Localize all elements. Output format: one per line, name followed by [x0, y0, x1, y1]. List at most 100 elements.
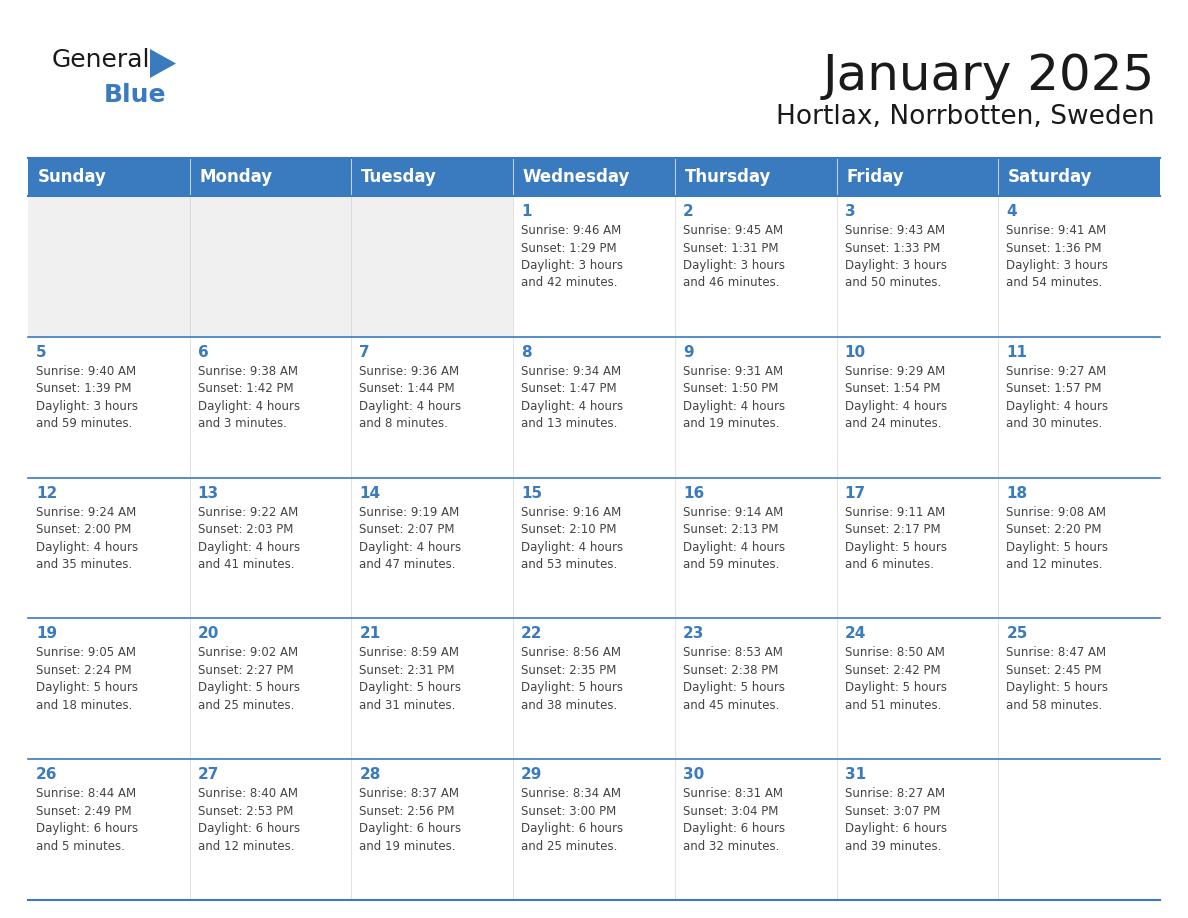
Text: 13: 13: [197, 486, 219, 500]
Bar: [998, 196, 1159, 337]
Text: 3: 3: [845, 204, 855, 219]
Bar: [190, 196, 352, 337]
Text: Friday: Friday: [846, 168, 904, 186]
Bar: [190, 759, 352, 900]
Text: 29: 29: [522, 767, 543, 782]
Text: Hortlax, Norrbotten, Sweden: Hortlax, Norrbotten, Sweden: [777, 104, 1155, 130]
Text: Sunrise: 9:31 AM
Sunset: 1:50 PM
Daylight: 4 hours
and 19 minutes.: Sunrise: 9:31 AM Sunset: 1:50 PM Dayligh…: [683, 364, 785, 431]
Bar: [352, 619, 513, 759]
Bar: [836, 619, 998, 759]
Text: Sunrise: 8:34 AM
Sunset: 3:00 PM
Daylight: 6 hours
and 25 minutes.: Sunrise: 8:34 AM Sunset: 3:00 PM Dayligh…: [522, 788, 624, 853]
Text: Sunrise: 8:56 AM
Sunset: 2:35 PM
Daylight: 5 hours
and 38 minutes.: Sunrise: 8:56 AM Sunset: 2:35 PM Dayligh…: [522, 646, 624, 711]
Text: Sunrise: 8:37 AM
Sunset: 2:56 PM
Daylight: 6 hours
and 19 minutes.: Sunrise: 8:37 AM Sunset: 2:56 PM Dayligh…: [360, 788, 462, 853]
Text: 18: 18: [1006, 486, 1028, 500]
Text: 31: 31: [845, 767, 866, 782]
Text: 17: 17: [845, 486, 866, 500]
Text: 8: 8: [522, 345, 532, 360]
Text: 19: 19: [36, 626, 57, 642]
Bar: [513, 158, 675, 196]
Text: 4: 4: [1006, 204, 1017, 219]
Text: Sunrise: 9:29 AM
Sunset: 1:54 PM
Daylight: 4 hours
and 24 minutes.: Sunrise: 9:29 AM Sunset: 1:54 PM Dayligh…: [845, 364, 947, 431]
Text: 30: 30: [683, 767, 704, 782]
Bar: [836, 477, 998, 619]
Text: Saturday: Saturday: [1007, 168, 1093, 186]
Bar: [29, 158, 190, 196]
Text: Sunrise: 8:40 AM
Sunset: 2:53 PM
Daylight: 6 hours
and 12 minutes.: Sunrise: 8:40 AM Sunset: 2:53 PM Dayligh…: [197, 788, 299, 853]
Text: 10: 10: [845, 345, 866, 360]
Text: 20: 20: [197, 626, 219, 642]
Bar: [675, 337, 836, 477]
Bar: [29, 196, 190, 337]
Text: 28: 28: [360, 767, 381, 782]
Text: Sunrise: 8:53 AM
Sunset: 2:38 PM
Daylight: 5 hours
and 45 minutes.: Sunrise: 8:53 AM Sunset: 2:38 PM Dayligh…: [683, 646, 785, 711]
Text: 16: 16: [683, 486, 704, 500]
Text: 25: 25: [1006, 626, 1028, 642]
Text: Sunrise: 9:38 AM
Sunset: 1:42 PM
Daylight: 4 hours
and 3 minutes.: Sunrise: 9:38 AM Sunset: 1:42 PM Dayligh…: [197, 364, 299, 431]
Bar: [998, 337, 1159, 477]
Text: 9: 9: [683, 345, 694, 360]
Text: 26: 26: [36, 767, 57, 782]
Text: Sunrise: 9:24 AM
Sunset: 2:00 PM
Daylight: 4 hours
and 35 minutes.: Sunrise: 9:24 AM Sunset: 2:00 PM Dayligh…: [36, 506, 138, 571]
Text: Sunrise: 9:19 AM
Sunset: 2:07 PM
Daylight: 4 hours
and 47 minutes.: Sunrise: 9:19 AM Sunset: 2:07 PM Dayligh…: [360, 506, 462, 571]
Polygon shape: [150, 49, 176, 78]
Bar: [352, 158, 513, 196]
Bar: [29, 759, 190, 900]
Bar: [352, 477, 513, 619]
Text: 24: 24: [845, 626, 866, 642]
Bar: [675, 158, 836, 196]
Text: Sunrise: 9:22 AM
Sunset: 2:03 PM
Daylight: 4 hours
and 41 minutes.: Sunrise: 9:22 AM Sunset: 2:03 PM Dayligh…: [197, 506, 299, 571]
Bar: [190, 477, 352, 619]
Text: 22: 22: [522, 626, 543, 642]
Text: General: General: [52, 48, 151, 72]
Bar: [190, 337, 352, 477]
Bar: [675, 196, 836, 337]
Text: Sunrise: 9:11 AM
Sunset: 2:17 PM
Daylight: 5 hours
and 6 minutes.: Sunrise: 9:11 AM Sunset: 2:17 PM Dayligh…: [845, 506, 947, 571]
Text: 6: 6: [197, 345, 208, 360]
Text: 27: 27: [197, 767, 219, 782]
Text: 23: 23: [683, 626, 704, 642]
Text: Sunrise: 9:05 AM
Sunset: 2:24 PM
Daylight: 5 hours
and 18 minutes.: Sunrise: 9:05 AM Sunset: 2:24 PM Dayligh…: [36, 646, 138, 711]
Bar: [190, 158, 352, 196]
Bar: [998, 759, 1159, 900]
Bar: [836, 337, 998, 477]
Text: 21: 21: [360, 626, 380, 642]
Text: 14: 14: [360, 486, 380, 500]
Bar: [998, 477, 1159, 619]
Text: Sunrise: 9:27 AM
Sunset: 1:57 PM
Daylight: 4 hours
and 30 minutes.: Sunrise: 9:27 AM Sunset: 1:57 PM Dayligh…: [1006, 364, 1108, 431]
Text: Sunrise: 9:02 AM
Sunset: 2:27 PM
Daylight: 5 hours
and 25 minutes.: Sunrise: 9:02 AM Sunset: 2:27 PM Dayligh…: [197, 646, 299, 711]
Bar: [513, 477, 675, 619]
Bar: [675, 477, 836, 619]
Text: 5: 5: [36, 345, 46, 360]
Bar: [998, 158, 1159, 196]
Bar: [836, 158, 998, 196]
Text: 12: 12: [36, 486, 57, 500]
Text: 2: 2: [683, 204, 694, 219]
Bar: [836, 759, 998, 900]
Bar: [513, 337, 675, 477]
Text: Sunrise: 8:50 AM
Sunset: 2:42 PM
Daylight: 5 hours
and 51 minutes.: Sunrise: 8:50 AM Sunset: 2:42 PM Dayligh…: [845, 646, 947, 711]
Text: Sunrise: 8:31 AM
Sunset: 3:04 PM
Daylight: 6 hours
and 32 minutes.: Sunrise: 8:31 AM Sunset: 3:04 PM Dayligh…: [683, 788, 785, 853]
Text: Sunrise: 8:44 AM
Sunset: 2:49 PM
Daylight: 6 hours
and 5 minutes.: Sunrise: 8:44 AM Sunset: 2:49 PM Dayligh…: [36, 788, 138, 853]
Text: Sunrise: 9:16 AM
Sunset: 2:10 PM
Daylight: 4 hours
and 53 minutes.: Sunrise: 9:16 AM Sunset: 2:10 PM Dayligh…: [522, 506, 624, 571]
Text: Sunrise: 9:46 AM
Sunset: 1:29 PM
Daylight: 3 hours
and 42 minutes.: Sunrise: 9:46 AM Sunset: 1:29 PM Dayligh…: [522, 224, 624, 289]
Text: Sunrise: 8:59 AM
Sunset: 2:31 PM
Daylight: 5 hours
and 31 minutes.: Sunrise: 8:59 AM Sunset: 2:31 PM Dayligh…: [360, 646, 461, 711]
Text: Sunrise: 8:27 AM
Sunset: 3:07 PM
Daylight: 6 hours
and 39 minutes.: Sunrise: 8:27 AM Sunset: 3:07 PM Dayligh…: [845, 788, 947, 853]
Text: Sunrise: 9:45 AM
Sunset: 1:31 PM
Daylight: 3 hours
and 46 minutes.: Sunrise: 9:45 AM Sunset: 1:31 PM Dayligh…: [683, 224, 785, 289]
Text: Sunrise: 9:14 AM
Sunset: 2:13 PM
Daylight: 4 hours
and 59 minutes.: Sunrise: 9:14 AM Sunset: 2:13 PM Dayligh…: [683, 506, 785, 571]
Text: 15: 15: [522, 486, 542, 500]
Text: Monday: Monday: [200, 168, 272, 186]
Text: Sunrise: 9:34 AM
Sunset: 1:47 PM
Daylight: 4 hours
and 13 minutes.: Sunrise: 9:34 AM Sunset: 1:47 PM Dayligh…: [522, 364, 624, 431]
Text: Blue: Blue: [105, 83, 166, 107]
Bar: [190, 619, 352, 759]
Text: Thursday: Thursday: [684, 168, 771, 186]
Bar: [29, 619, 190, 759]
Text: 7: 7: [360, 345, 369, 360]
Bar: [352, 759, 513, 900]
Text: Sunrise: 8:47 AM
Sunset: 2:45 PM
Daylight: 5 hours
and 58 minutes.: Sunrise: 8:47 AM Sunset: 2:45 PM Dayligh…: [1006, 646, 1108, 711]
Text: Sunrise: 9:43 AM
Sunset: 1:33 PM
Daylight: 3 hours
and 50 minutes.: Sunrise: 9:43 AM Sunset: 1:33 PM Dayligh…: [845, 224, 947, 289]
Bar: [352, 196, 513, 337]
Bar: [29, 477, 190, 619]
Bar: [836, 196, 998, 337]
Bar: [513, 759, 675, 900]
Text: Sunrise: 9:36 AM
Sunset: 1:44 PM
Daylight: 4 hours
and 8 minutes.: Sunrise: 9:36 AM Sunset: 1:44 PM Dayligh…: [360, 364, 462, 431]
